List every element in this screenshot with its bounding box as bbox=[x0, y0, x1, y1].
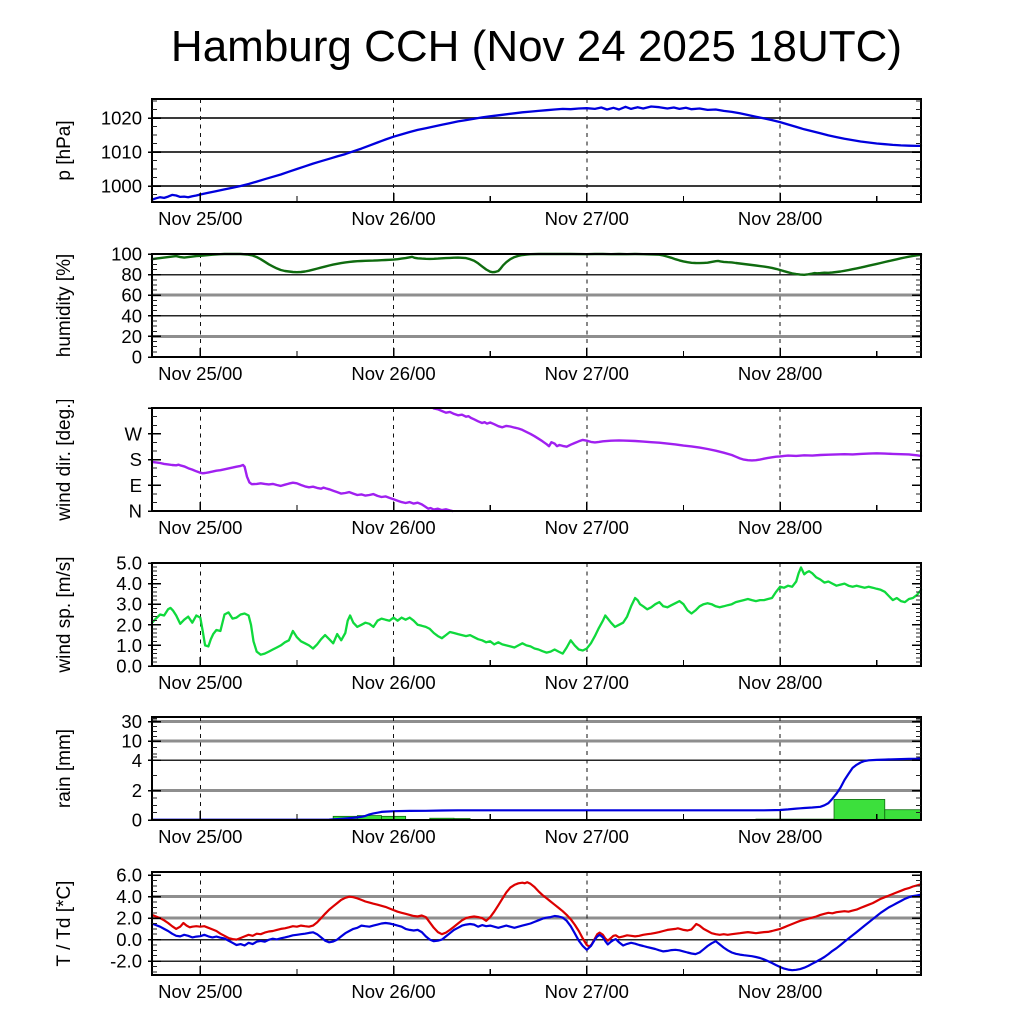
y-tick-label: 0.0 bbox=[116, 655, 142, 676]
wind-speed-line bbox=[150, 565, 923, 656]
rain-bars bbox=[332, 799, 922, 821]
y-tick-label: 10 bbox=[121, 731, 142, 752]
panel-wind-speed: 0.01.02.03.04.05.0 Nov 25/00 Nov 26/00 Nov … bbox=[54, 555, 923, 693]
temperature-line bbox=[150, 880, 923, 948]
x-tick-label: Nov 28/00 bbox=[738, 672, 822, 693]
y-tick-label: 1000 bbox=[101, 176, 142, 197]
y-tick-label: 0.0 bbox=[116, 929, 142, 950]
plot-border bbox=[151, 716, 922, 821]
y-tick-label: 5.0 bbox=[116, 555, 142, 574]
x-tick-label: Nov 27/00 bbox=[545, 517, 629, 538]
y-tick-label: -2.0 bbox=[110, 950, 142, 971]
y-tick-label: 60 bbox=[121, 284, 142, 305]
x-tick-label: Nov 27/00 bbox=[545, 363, 629, 384]
x-tick-label: Nov 25/00 bbox=[158, 208, 242, 229]
y-tick-label: W bbox=[125, 423, 143, 444]
rain-bar bbox=[429, 817, 455, 821]
wind-dir-line-b bbox=[432, 407, 923, 462]
rain-bar bbox=[381, 815, 407, 821]
rain-accum-line bbox=[150, 757, 923, 821]
wind-dir-line-a bbox=[150, 460, 454, 513]
rain-bar bbox=[453, 818, 471, 821]
y-tick-label: 2.0 bbox=[116, 614, 142, 635]
x-tick-label: Nov 26/00 bbox=[351, 981, 435, 1002]
x-tick-label: Nov 28/00 bbox=[738, 826, 822, 847]
plot-border bbox=[151, 870, 922, 976]
y-tick-label: 30 bbox=[121, 711, 142, 732]
rain-bar bbox=[356, 815, 382, 821]
y-tick-label: 1010 bbox=[101, 142, 142, 163]
y-tick-label: 4.0 bbox=[116, 886, 142, 907]
plot-border bbox=[151, 98, 922, 203]
y-tick-label: 2.0 bbox=[116, 907, 142, 928]
y-tick-label: 0 bbox=[132, 346, 142, 367]
x-tick-label: Nov 28/00 bbox=[738, 363, 822, 384]
plot-border bbox=[151, 561, 922, 667]
x-tick-label: Nov 26/00 bbox=[351, 208, 435, 229]
pressure-line bbox=[150, 105, 923, 201]
x-tick-label: Nov 28/00 bbox=[738, 208, 822, 229]
y-axis-label-pressure: p [hPa] bbox=[54, 120, 75, 180]
y-axis-label-humidity: humidity [%] bbox=[54, 253, 75, 356]
x-tick-label: Nov 28/00 bbox=[738, 981, 822, 1002]
y-tick-label: N bbox=[129, 501, 142, 522]
y-tick-label: 4.0 bbox=[116, 573, 142, 594]
y-tick-label: 20 bbox=[121, 325, 142, 346]
rain-bar bbox=[884, 809, 922, 821]
y-tick-label: 100 bbox=[111, 246, 142, 265]
x-tick-label: Nov 26/00 bbox=[351, 826, 435, 847]
y-tick-label: 0 bbox=[132, 810, 142, 831]
x-tick-label: Nov 27/00 bbox=[545, 672, 629, 693]
panel-pressure: 1000 1010 1020 Nov 25/00 Nov 26/00 Nov 27/00 N… bbox=[54, 98, 923, 229]
y-axis-label-rain: rain [mm] bbox=[54, 729, 75, 808]
x-tick-label: Nov 25/00 bbox=[158, 826, 242, 847]
rain-bar bbox=[755, 818, 835, 821]
x-tick-label: Nov 26/00 bbox=[351, 363, 435, 384]
humidity-line bbox=[150, 252, 923, 276]
y-tick-label: 2 bbox=[132, 780, 142, 801]
plot-border bbox=[151, 407, 922, 512]
y-tick-label: 3.0 bbox=[116, 593, 142, 614]
y-tick-label: 1.0 bbox=[116, 634, 142, 655]
x-tick-label: Nov 25/00 bbox=[158, 363, 242, 384]
y-tick-label: 80 bbox=[121, 264, 142, 285]
x-tick-label: Nov 27/00 bbox=[545, 826, 629, 847]
rain-bar bbox=[833, 799, 886, 821]
x-tick-label: Nov 27/00 bbox=[545, 208, 629, 229]
plot-border bbox=[151, 252, 922, 358]
y-axis-label-temperature: T / Td [*C] bbox=[54, 880, 75, 966]
y-tick-label: 6.0 bbox=[116, 864, 142, 885]
y-tick-label: S bbox=[130, 449, 142, 470]
chart-title: Hamburg CCH (Nov 24 2025 18UTC) bbox=[170, 22, 903, 71]
x-tick-label: Nov 25/00 bbox=[158, 672, 242, 693]
x-tick-label: Nov 27/00 bbox=[545, 981, 629, 1002]
x-tick-label: Nov 26/00 bbox=[351, 517, 435, 538]
x-tick-label: Nov 28/00 bbox=[738, 517, 822, 538]
panel-temperature: -2.00.02.04.06.0 Nov 25/00 Nov 26/00 Nov 27… bbox=[54, 864, 923, 1002]
y-tick-label: 40 bbox=[121, 305, 142, 326]
x-tick-label: Nov 25/00 bbox=[158, 981, 242, 1002]
dew-point-line bbox=[150, 893, 923, 971]
rain-bar bbox=[332, 815, 358, 821]
x-tick-label: Nov 26/00 bbox=[351, 672, 435, 693]
x-tick-label: Nov 25/00 bbox=[158, 517, 242, 538]
y-tick-label: 4 bbox=[132, 750, 142, 771]
y-tick-label: 1020 bbox=[101, 108, 142, 129]
y-axis-label-wind-speed: wind sp. [m/s] bbox=[54, 556, 75, 673]
y-tick-label: E bbox=[130, 475, 142, 496]
y-axis-label-wind-direction: wind dir. [deg.] bbox=[54, 400, 75, 522]
